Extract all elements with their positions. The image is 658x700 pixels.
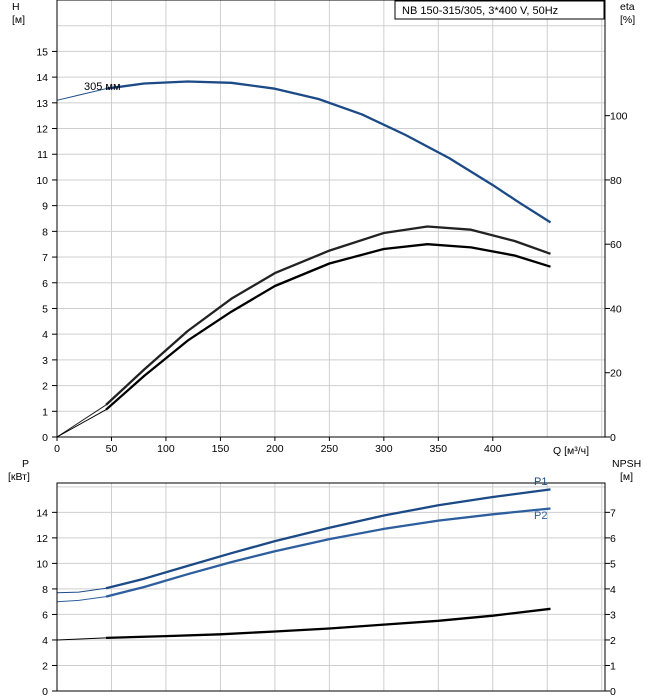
right-tick-label: 7 xyxy=(610,507,616,519)
right-tick-label: 0 xyxy=(610,686,616,698)
p1-curve-label: P1 xyxy=(534,476,547,488)
bottom-right-ylabel-name: NPSH xyxy=(612,458,641,470)
right-tick-label: 6 xyxy=(610,533,616,545)
x-axis-label: Q [м³/ч] xyxy=(553,445,589,457)
left-tick-label: 6 xyxy=(42,278,48,290)
left-tick-label: 13 xyxy=(36,98,48,110)
left-tick-label: 3 xyxy=(42,355,48,367)
left-tick-label: 0 xyxy=(42,686,48,698)
x-tick-label: 300 xyxy=(375,443,393,455)
left-tick-label: 12 xyxy=(36,533,48,545)
curve-thin-305-мм-p0 xyxy=(56,88,107,101)
left-tick-label: 14 xyxy=(36,72,48,84)
title-box xyxy=(394,0,605,20)
bottom-right-ylabel-unit: [м] xyxy=(620,471,633,483)
left-tick-label: 2 xyxy=(42,660,48,672)
left-tick-label: 8 xyxy=(42,226,48,238)
p2-curve-label: P2 xyxy=(534,510,547,522)
series-layer xyxy=(56,80,552,641)
x-tick-label: 50 xyxy=(106,443,118,455)
right-tick-label: 100 xyxy=(610,111,628,123)
left-tick-label: 4 xyxy=(42,329,48,341)
left-tick-label: 1 xyxy=(42,406,48,418)
right-tick-label: 2 xyxy=(610,635,616,647)
left-tick-label: 14 xyxy=(36,507,48,519)
curve-thin-series-2-p1 xyxy=(56,637,107,641)
curve-thin-series-2-p0 xyxy=(56,409,107,438)
right-tick-label: 80 xyxy=(610,175,622,187)
curve-305-мм-p0 xyxy=(105,80,552,224)
left-tick-label: 15 xyxy=(36,46,48,58)
curve-p2-p1 xyxy=(105,507,551,598)
left-tick-label: 10 xyxy=(36,175,48,187)
right-tick-label: 0 xyxy=(610,432,616,444)
right-tick-label: 1 xyxy=(610,660,616,672)
left-tick-label: 9 xyxy=(42,201,48,213)
left-tick-label: 0 xyxy=(42,432,48,444)
right-tick-label: 5 xyxy=(610,558,616,570)
curve-thin-series-1-p0 xyxy=(56,404,107,438)
curve-series-2-p1 xyxy=(105,607,551,640)
x-tick-label: 400 xyxy=(484,443,502,455)
grid-layer xyxy=(57,0,605,691)
left-tick-label: 10 xyxy=(36,558,48,570)
left-tick-label: 6 xyxy=(42,609,48,621)
x-tick-label: 150 xyxy=(212,443,230,455)
curve-thin-p2-p1 xyxy=(56,596,107,603)
right-tick-label: 4 xyxy=(610,584,616,596)
left-tick-label: 7 xyxy=(42,252,48,264)
x-tick-label: 100 xyxy=(157,443,175,455)
left-tick-label: 8 xyxy=(42,584,48,596)
head-curve-label: 305 мм xyxy=(84,81,121,93)
left-tick-label: 12 xyxy=(36,124,48,136)
left-tick-label: 11 xyxy=(37,149,48,161)
top-left-ylabel-name: H xyxy=(12,1,20,13)
x-tick-label: 350 xyxy=(430,443,448,455)
right-tick-label: 3 xyxy=(610,609,616,621)
left-tick-label: 2 xyxy=(42,381,48,393)
top-right-ylabel-unit: [%] xyxy=(620,14,635,26)
top-plot-frame xyxy=(56,0,606,438)
x-tick-label: 0 xyxy=(54,443,60,455)
x-tick-label: 250 xyxy=(321,443,339,455)
curve-series-1-p0 xyxy=(105,225,551,406)
curve-p1-p1 xyxy=(105,488,551,590)
bottom-left-ylabel-unit: [кВт] xyxy=(8,471,30,483)
left-tick-label: 5 xyxy=(42,303,48,315)
bottom-plot-frame xyxy=(56,482,606,692)
right-tick-label: 40 xyxy=(610,303,622,315)
top-left-ylabel-unit: [м] xyxy=(12,14,25,26)
right-tick-label: 60 xyxy=(610,239,622,251)
bottom-left-ylabel-name: P xyxy=(22,458,29,470)
curve-series-2-p0 xyxy=(105,243,551,411)
top-right-ylabel-name: eta xyxy=(620,1,635,13)
x-tick-label: 200 xyxy=(266,443,284,455)
left-tick-label: 4 xyxy=(42,635,48,647)
chart-title: NB 150-315/305, 3*400 V, 50Hz xyxy=(402,5,558,17)
right-tick-label: 20 xyxy=(610,368,622,380)
curve-thin-p1-p1 xyxy=(56,587,107,594)
